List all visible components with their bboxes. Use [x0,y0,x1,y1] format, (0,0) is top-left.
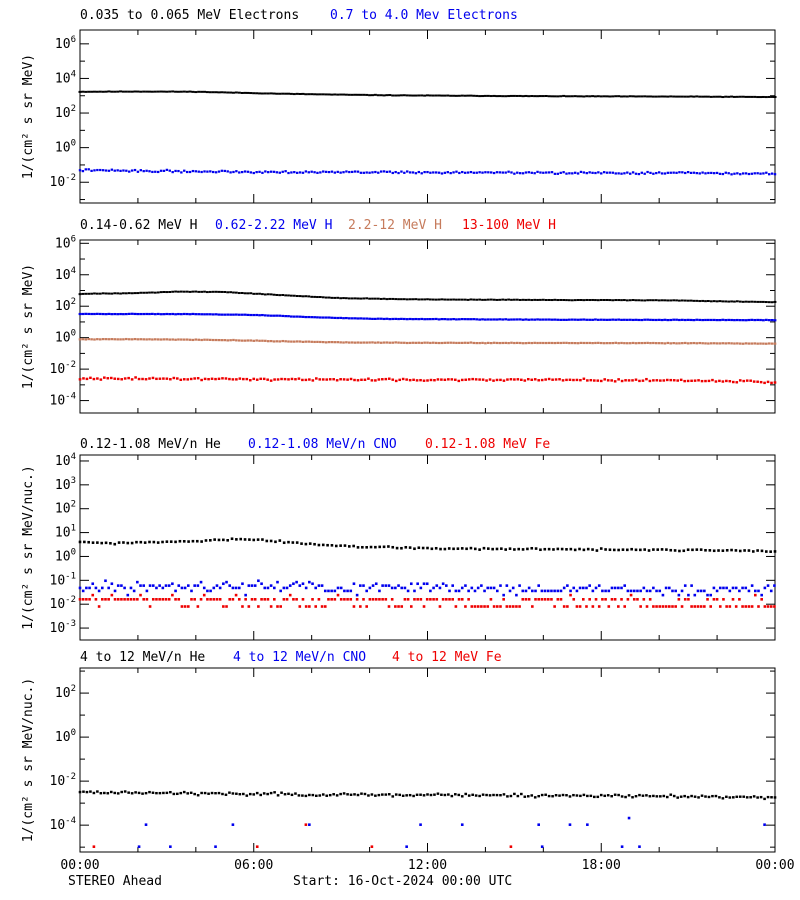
y-tick-label: 10-2 [50,360,77,377]
x-tick-label: 18:00 [582,858,621,873]
y-tick-label: 106 [55,35,76,52]
panel-2-frame [79,239,776,414]
series-label: 13-100 MeV H [462,218,556,233]
series-points [78,168,777,176]
y-tick-label: 100 [55,728,76,745]
series-label: 2.2-12 MeV H [348,218,442,233]
y-tick-label: 100 [55,329,76,346]
series-points [78,290,777,304]
panel-4-frame [79,667,776,853]
x-tick-label: 06:00 [234,858,273,873]
series-points [92,823,513,848]
y-tick-label: 10-2 [50,173,77,190]
y-tick-label: 100 [55,547,76,564]
y-tick-label: 10-3 [50,619,77,636]
y-tick-label: 102 [55,684,76,701]
y-tick-label: 10-2 [50,772,77,789]
series-label: 4 to 12 MeV/n He [80,650,206,665]
series-points [78,579,776,597]
series-label: 0.12-1.08 MeV/n He [80,437,221,452]
series-points [78,376,777,385]
series-points [78,593,776,608]
y-tick-label: 106 [55,234,76,251]
panel-3-ylabel: 1/(cm² s sr MeV/nuc.) [21,465,36,629]
series-points [78,790,777,801]
series-points [78,337,777,345]
y-tick-label: 10-2 [50,595,77,612]
y-tick-label: 102 [55,500,76,517]
panel-1-ylabel: 1/(cm² s sr MeV) [21,54,36,179]
y-tick-label: 104 [55,69,76,86]
series-points [78,537,777,553]
spacecraft-label: STEREO Ahead [68,874,162,889]
y-tick-label: 10-1 [50,571,77,588]
y-tick-label: 10-4 [50,816,77,833]
series-points [78,312,777,322]
series-label: 0.12-1.08 MeV/n CNO [248,437,397,452]
x-tick-label: 00:00 [60,858,99,873]
x-tick-label: 00:00 [755,858,794,873]
series-points [137,816,766,848]
y-tick-label: 102 [55,104,76,121]
series-label: 0.7 to 4.0 Mev Electrons [330,8,518,23]
y-tick-label: 103 [55,476,76,493]
panel-4-ylabel: 1/(cm² s sr MeV/nuc.) [21,678,36,842]
series-label: 0.035 to 0.065 MeV Electrons [80,8,300,23]
x-tick-label: 12:00 [408,858,447,873]
series-label: 0.12-1.08 MeV Fe [425,437,551,452]
y-tick-label: 100 [55,139,76,156]
series-label: 0.62-2.22 MeV H [215,218,333,233]
series-label: 4 to 12 MeV/n CNO [233,650,367,665]
y-tick-label: 102 [55,297,76,314]
y-tick-label: 104 [55,266,76,283]
y-tick-label: 10-4 [50,392,77,409]
panel-1-frame [79,29,776,204]
y-tick-label: 104 [55,452,76,469]
series-label: 0.14-0.62 MeV H [80,218,198,233]
series-label: 4 to 12 MeV Fe [392,650,502,665]
y-tick-label: 101 [55,524,76,541]
start-time-label: Start: 16-Oct-2024 00:00 UTC [293,874,513,889]
series-points [78,90,777,99]
panel-2-ylabel: 1/(cm² s sr MeV) [21,264,36,389]
